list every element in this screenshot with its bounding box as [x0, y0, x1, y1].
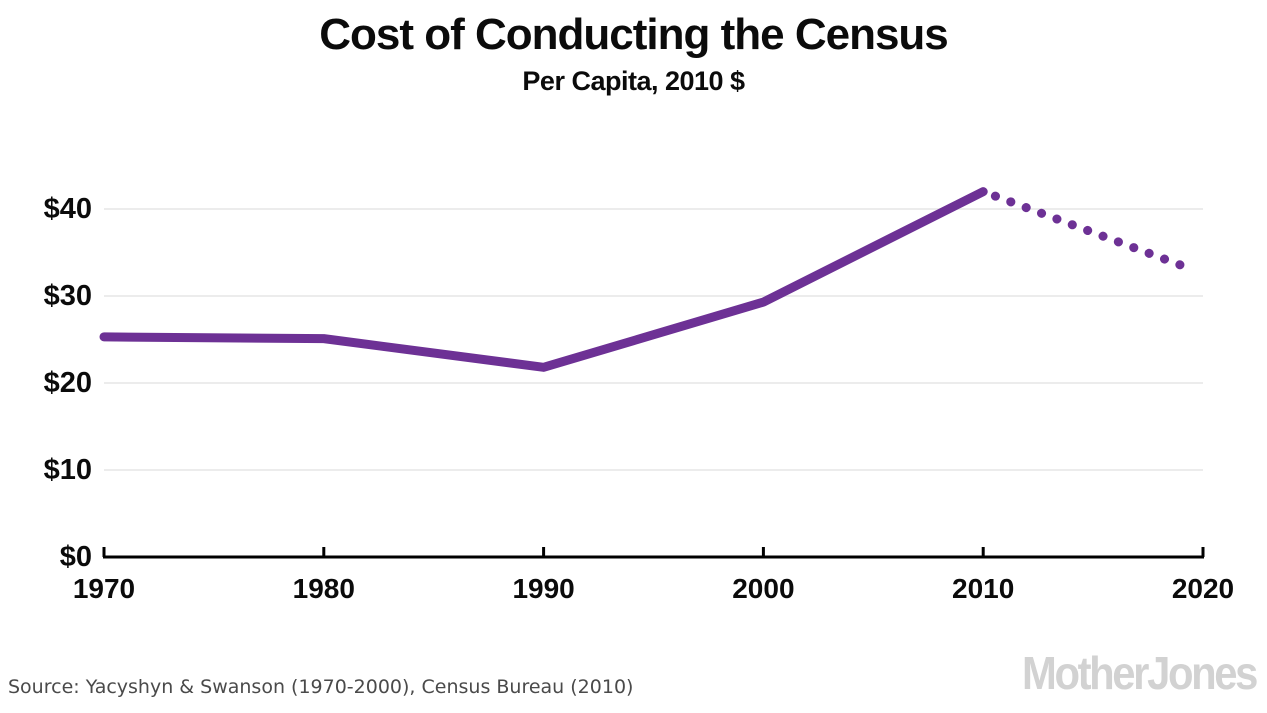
x-axis-tick-label: 1970 — [72, 573, 136, 604]
y-axis-tick-label: $10 — [43, 454, 92, 486]
y-axis-tick-label: $30 — [43, 280, 92, 312]
source-note: Source: Yacyshyn & Swanson (1970-2000), … — [8, 676, 634, 698]
y-axis-tick-label: $40 — [43, 193, 92, 225]
chart-subtitle: Per Capita, 2010 $ — [522, 66, 745, 96]
y-axis-tick-label: $20 — [43, 367, 92, 399]
x-axis-tick-label: 2010 — [952, 573, 1015, 604]
chart-title: Cost of Conducting the Census — [319, 10, 949, 59]
mother-jones-logo: MotherJones — [1022, 648, 1258, 700]
x-axis-tick-label: 1980 — [292, 573, 355, 604]
x-axis-tick-label: 1990 — [512, 573, 575, 604]
y-axis-tick-label: $0 — [59, 541, 92, 573]
data-line-solid — [99, 187, 988, 372]
x-axis-tick-label: 2000 — [732, 573, 795, 604]
data-line-dotted — [990, 191, 1199, 275]
x-axis-tick-label: 2020 — [1171, 573, 1235, 604]
